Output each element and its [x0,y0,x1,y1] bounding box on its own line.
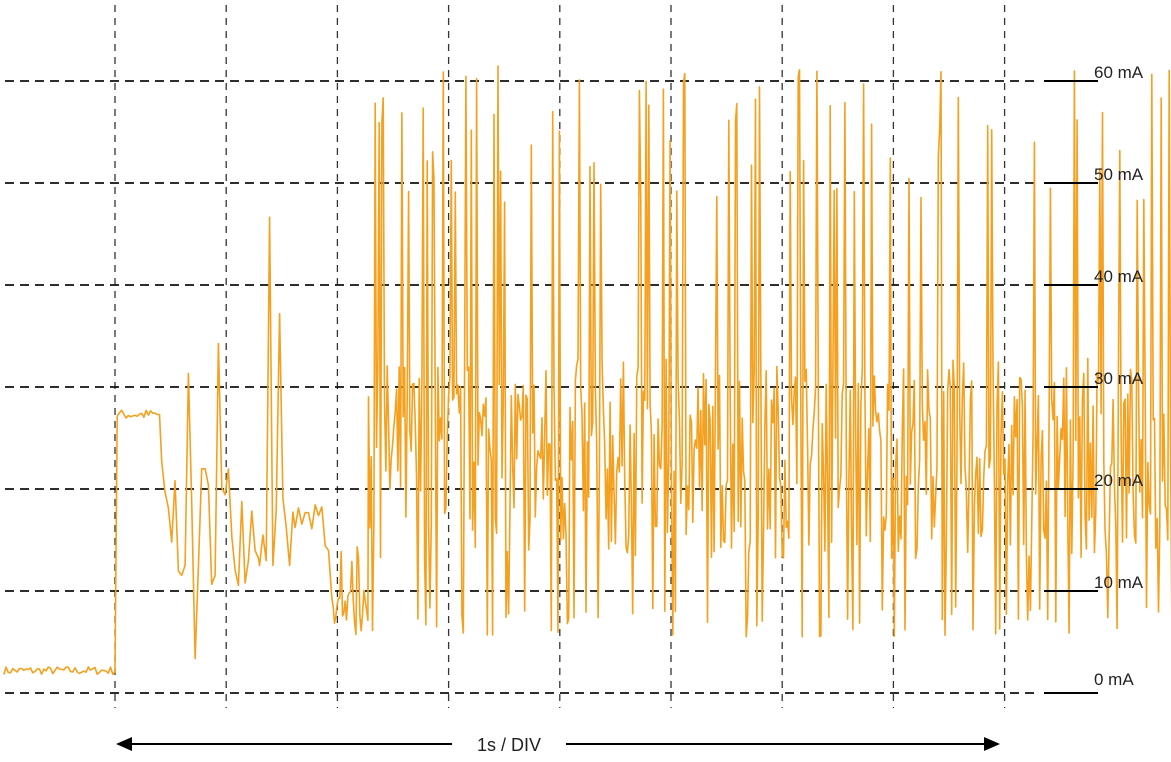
trace-line [3,65,1171,675]
y-tick-label-60: 60 mA [1094,63,1144,82]
y-tick-label-10: 10 mA [1094,573,1144,592]
y-tick-label-40: 40 mA [1094,267,1144,286]
y-axis-ticks [1044,80,1098,694]
time-division-arrow [116,737,1000,751]
current-trace [3,65,1171,675]
y-tick-label-0: 0 mA [1094,670,1134,689]
y-tick-label-50: 50 mA [1094,165,1144,184]
grid [5,5,1040,708]
y-tick-label-20: 20 mA [1094,471,1144,490]
y-tick-label-30: 30 mA [1094,369,1144,388]
time-division-label: 1s / DIV [477,735,541,755]
